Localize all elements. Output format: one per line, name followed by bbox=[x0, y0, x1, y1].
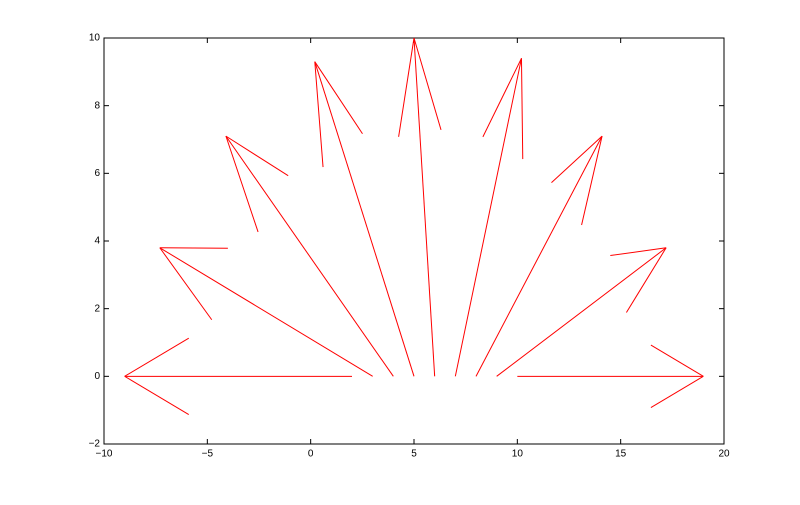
quiver-arrow bbox=[455, 58, 522, 376]
x-tick-label: 15 bbox=[615, 449, 627, 460]
axis-tick-labels: −10 −5 0 5 10 15 20 −2 0 2 4 6 8 10 bbox=[89, 33, 730, 460]
quiver-arrow bbox=[125, 338, 352, 414]
quiver-arrows bbox=[125, 38, 704, 415]
quiver-arrow bbox=[315, 62, 414, 377]
arrow-shaft bbox=[455, 58, 521, 376]
arrow-head-barb bbox=[651, 376, 703, 407]
arrow-head-barb bbox=[226, 136, 258, 232]
arrow-head-barb bbox=[551, 136, 602, 183]
x-tick-label: −10 bbox=[96, 449, 113, 460]
arrow-shaft bbox=[497, 248, 666, 377]
y-tick-label: 0 bbox=[94, 371, 100, 382]
x-tick-label: 0 bbox=[308, 449, 314, 460]
arrow-head-barb bbox=[414, 38, 441, 130]
quiver-arrow bbox=[399, 38, 441, 376]
arrow-head-barb bbox=[399, 38, 414, 137]
y-tick-label: 4 bbox=[94, 236, 100, 247]
x-tick-label: 20 bbox=[718, 449, 730, 460]
arrow-head-barb bbox=[125, 338, 189, 376]
arrow-head-barb bbox=[315, 62, 363, 134]
arrow-head-barb bbox=[521, 58, 522, 159]
x-tick-label: 10 bbox=[512, 449, 524, 460]
quiver-arrow bbox=[160, 248, 373, 377]
x-tick-label: 5 bbox=[411, 449, 417, 460]
arrow-shaft bbox=[414, 38, 435, 376]
y-tick-label: 6 bbox=[94, 168, 100, 179]
arrow-head-barb bbox=[226, 136, 288, 176]
y-tick-label: 8 bbox=[94, 100, 100, 111]
quiver-arrow bbox=[226, 136, 393, 376]
arrow-head-barb bbox=[582, 136, 602, 225]
quiver-arrow bbox=[517, 345, 703, 407]
plot-frame bbox=[104, 38, 724, 444]
arrow-shaft bbox=[476, 136, 602, 376]
y-tick-label: 10 bbox=[89, 33, 101, 44]
arrow-head-barb bbox=[651, 345, 703, 376]
arrow-head-barb bbox=[160, 248, 212, 320]
quiver-arrow bbox=[497, 248, 666, 377]
arrow-head-barb bbox=[626, 248, 666, 313]
quiver-arrow bbox=[476, 136, 602, 376]
x-tick-label: −5 bbox=[202, 449, 214, 460]
arrow-shaft bbox=[315, 62, 414, 377]
arrow-head-barb bbox=[125, 376, 189, 414]
axis-ticks bbox=[104, 38, 724, 444]
y-tick-label: −2 bbox=[89, 439, 101, 450]
arrow-shaft bbox=[160, 248, 373, 377]
arrow-shaft bbox=[226, 136, 393, 376]
arrow-head-barb bbox=[315, 62, 323, 167]
arrow-head-barb bbox=[483, 58, 522, 137]
y-tick-label: 2 bbox=[94, 303, 100, 314]
